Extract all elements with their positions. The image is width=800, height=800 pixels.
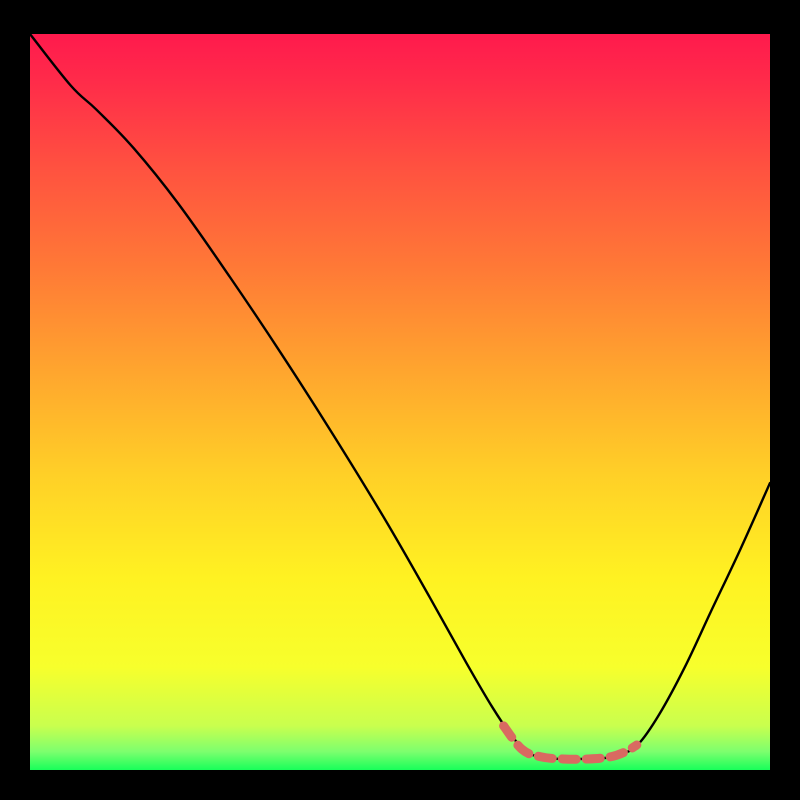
chart-svg	[30, 34, 770, 770]
bottleneck-curve	[30, 34, 770, 759]
frame-bottom	[0, 770, 800, 800]
frame-right	[770, 0, 800, 800]
frame-left	[0, 0, 30, 800]
optimal-range-highlight	[504, 726, 637, 759]
frame-top	[0, 0, 800, 34]
chart-plot-area	[30, 34, 770, 770]
